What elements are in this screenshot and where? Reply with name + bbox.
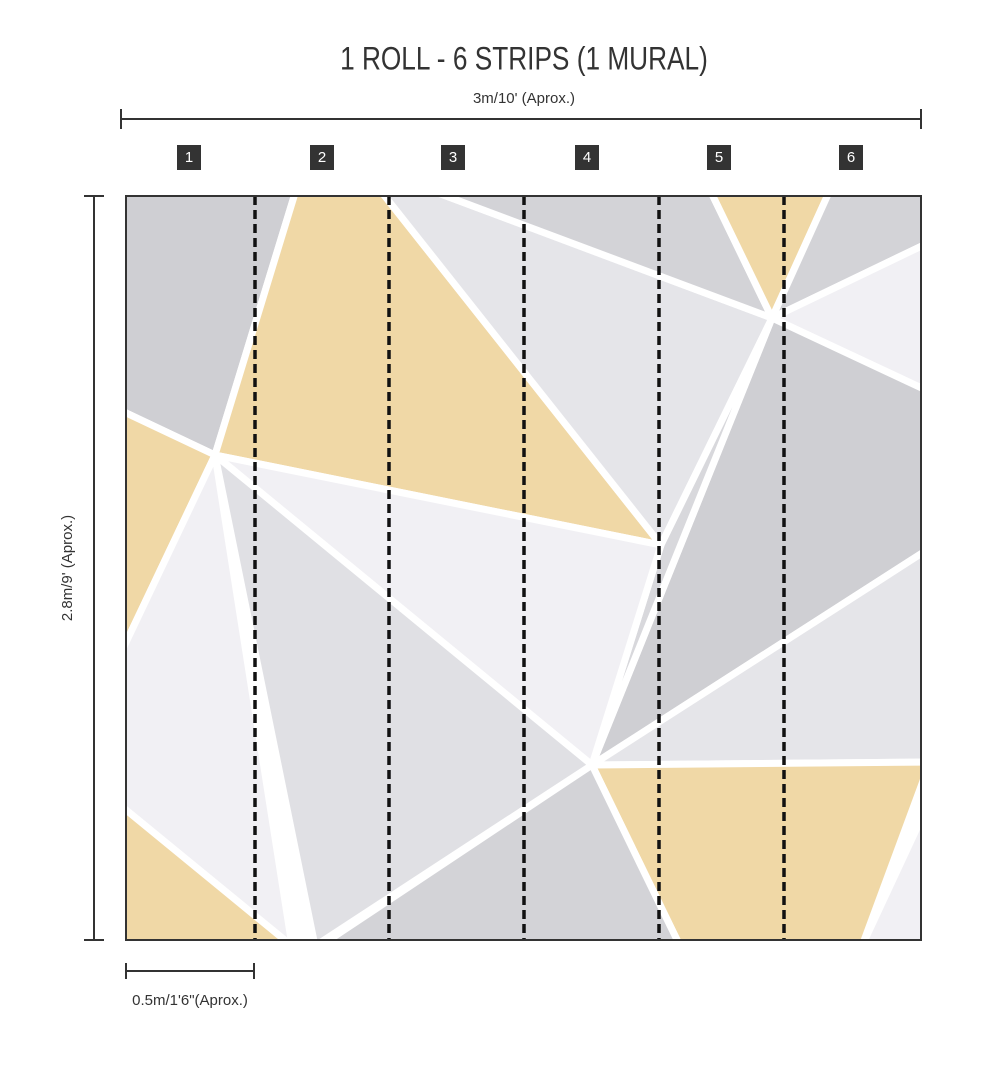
strip-width-label: 0.5m/1'6"(Aprox.) — [132, 992, 248, 1009]
mural-border — [125, 195, 922, 941]
strip-labels: 1 2 3 4 5 6 — [177, 145, 863, 170]
strip-badge — [707, 145, 731, 170]
strip-badge — [575, 145, 599, 170]
strip-badge — [177, 145, 201, 170]
strip-number: 4 — [583, 149, 591, 166]
width-dimension — [120, 109, 922, 129]
strip-badge — [310, 145, 334, 170]
strip-number: 5 — [715, 149, 723, 166]
strip-badge — [441, 145, 465, 170]
width-label: 3m/10' (Aprox.) — [473, 90, 575, 107]
strip-number: 1 — [185, 149, 193, 166]
title: 1 ROLL - 6 STRIPS (1 MURAL) — [340, 42, 708, 77]
height-label: 2.8m/9' (Aprox.) — [59, 515, 76, 621]
strip-number: 3 — [449, 149, 457, 166]
strip-badge — [839, 145, 863, 170]
strip-number: 6 — [847, 149, 855, 166]
strip-dividers — [253, 196, 786, 940]
height-dimension — [84, 195, 104, 941]
strip-number: 2 — [318, 149, 326, 166]
strip-dimension — [125, 963, 255, 979]
